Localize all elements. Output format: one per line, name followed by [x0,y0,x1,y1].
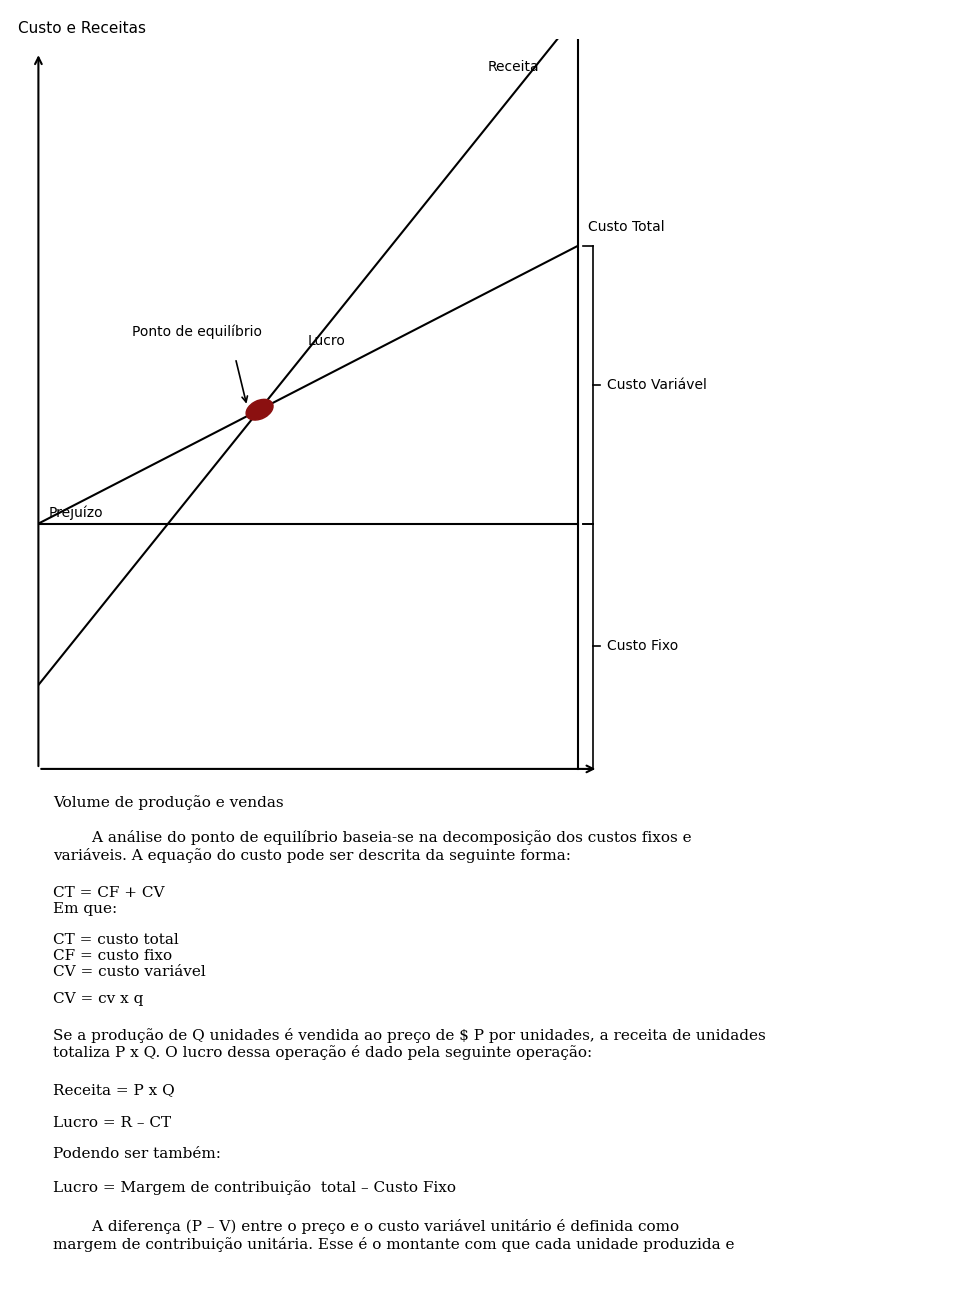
Text: CT = CF + CV
Em que:: CT = CF + CV Em que: [53,886,164,916]
Text: Receita: Receita [488,60,540,74]
Text: Lucro = R – CT: Lucro = R – CT [53,1116,171,1130]
Text: A diferença (P – V) entre o preço e o custo variável unitário é definida como
ma: A diferença (P – V) entre o preço e o cu… [53,1219,734,1252]
Text: Prejuízo: Prejuízo [49,506,104,520]
Text: Ponto de equilíbrio: Ponto de equilíbrio [132,325,262,339]
Text: Custo Variável: Custo Variável [608,378,708,392]
Text: CT = custo total
CF = custo fixo
CV = custo variável: CT = custo total CF = custo fixo CV = cu… [53,933,205,979]
Text: Custo e Receitas: Custo e Receitas [17,21,146,37]
Text: Receita = P x Q: Receita = P x Q [53,1083,175,1097]
Text: Lucro: Lucro [308,334,346,348]
Text: Volume de produção e vendas: Volume de produção e vendas [53,795,283,809]
Text: A análise do ponto de equilíbrio baseia-se na decomposição dos custos fixos e
va: A análise do ponto de equilíbrio baseia-… [53,830,691,863]
Text: Se a produção de Q unidades é vendida ao preço de $ P por unidades, a receita de: Se a produção de Q unidades é vendida ao… [53,1028,765,1060]
Ellipse shape [246,399,273,420]
Text: Podendo ser também:: Podendo ser também: [53,1147,221,1162]
Text: CV = cv x q: CV = cv x q [53,992,143,1007]
Text: Custo Total: Custo Total [588,219,664,234]
Text: Custo Fixo: Custo Fixo [608,639,679,653]
Text: Lucro = Margem de contribuição  total – Custo Fixo: Lucro = Margem de contribuição total – C… [53,1180,456,1194]
